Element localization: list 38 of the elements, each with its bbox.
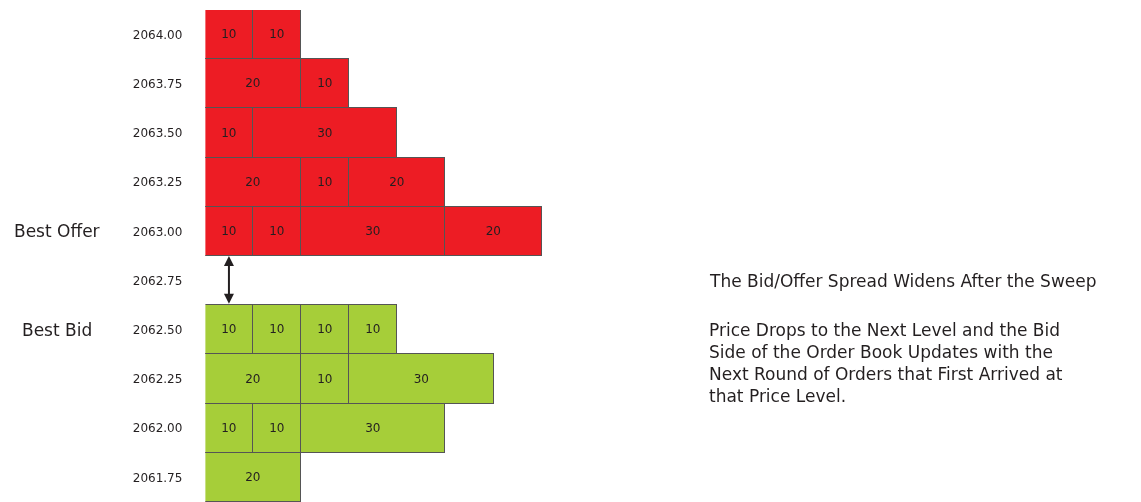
data-label: 30 xyxy=(365,224,381,238)
data-label: 10 xyxy=(317,76,333,90)
data-label: 20 xyxy=(389,175,405,189)
y-tick-label: 2062.75 xyxy=(132,273,183,288)
data-label: 20 xyxy=(245,175,261,189)
text: Price Drops to the Next Level and the Bid Side of the Order Book Updates with the Next Round of Orders that First Arrived at that Price Level. xyxy=(709,320,1063,407)
text: Best Offer xyxy=(14,221,100,241)
y-tick-label: 2063.00 xyxy=(132,224,183,239)
y-tick-label: 2062.00 xyxy=(132,421,183,436)
data-label: 10 xyxy=(365,322,381,336)
data-label: 10 xyxy=(317,322,333,336)
text: The Bid/Offer Spread Widens After the Sweep xyxy=(709,271,1097,291)
y-tick-label: 2061.75 xyxy=(132,470,183,485)
y-tick-label: 2063.75 xyxy=(132,77,183,91)
y-tick-label: 2064.00 xyxy=(132,27,183,42)
data-label: 20 xyxy=(485,224,502,238)
y-tick-label: 2062.50 xyxy=(132,323,183,337)
data-label: 30 xyxy=(317,125,333,140)
data-label: 10 xyxy=(317,371,333,386)
data-label: 20 xyxy=(245,371,261,386)
text: Best Bid xyxy=(22,320,93,340)
data-label: 10 xyxy=(317,175,333,189)
data-label: 10 xyxy=(221,421,237,435)
data-label: 30 xyxy=(413,371,430,386)
data-label: 10 xyxy=(269,421,285,435)
data-label: 10 xyxy=(269,322,285,336)
data-label: 30 xyxy=(365,421,381,435)
data-label: 10 xyxy=(269,224,285,238)
data-label: 10 xyxy=(221,27,237,41)
data-label: 10 xyxy=(221,125,237,140)
y-tick-label: 2063.50 xyxy=(132,126,183,141)
data-label: 10 xyxy=(221,224,237,238)
y-tick-label: 2062.25 xyxy=(132,372,183,387)
data-label: 10 xyxy=(221,322,237,336)
y-tick-label: 2063.25 xyxy=(132,175,183,190)
data-label: 20 xyxy=(245,470,261,484)
data-label: 20 xyxy=(245,76,261,90)
data-label: 10 xyxy=(269,27,285,41)
